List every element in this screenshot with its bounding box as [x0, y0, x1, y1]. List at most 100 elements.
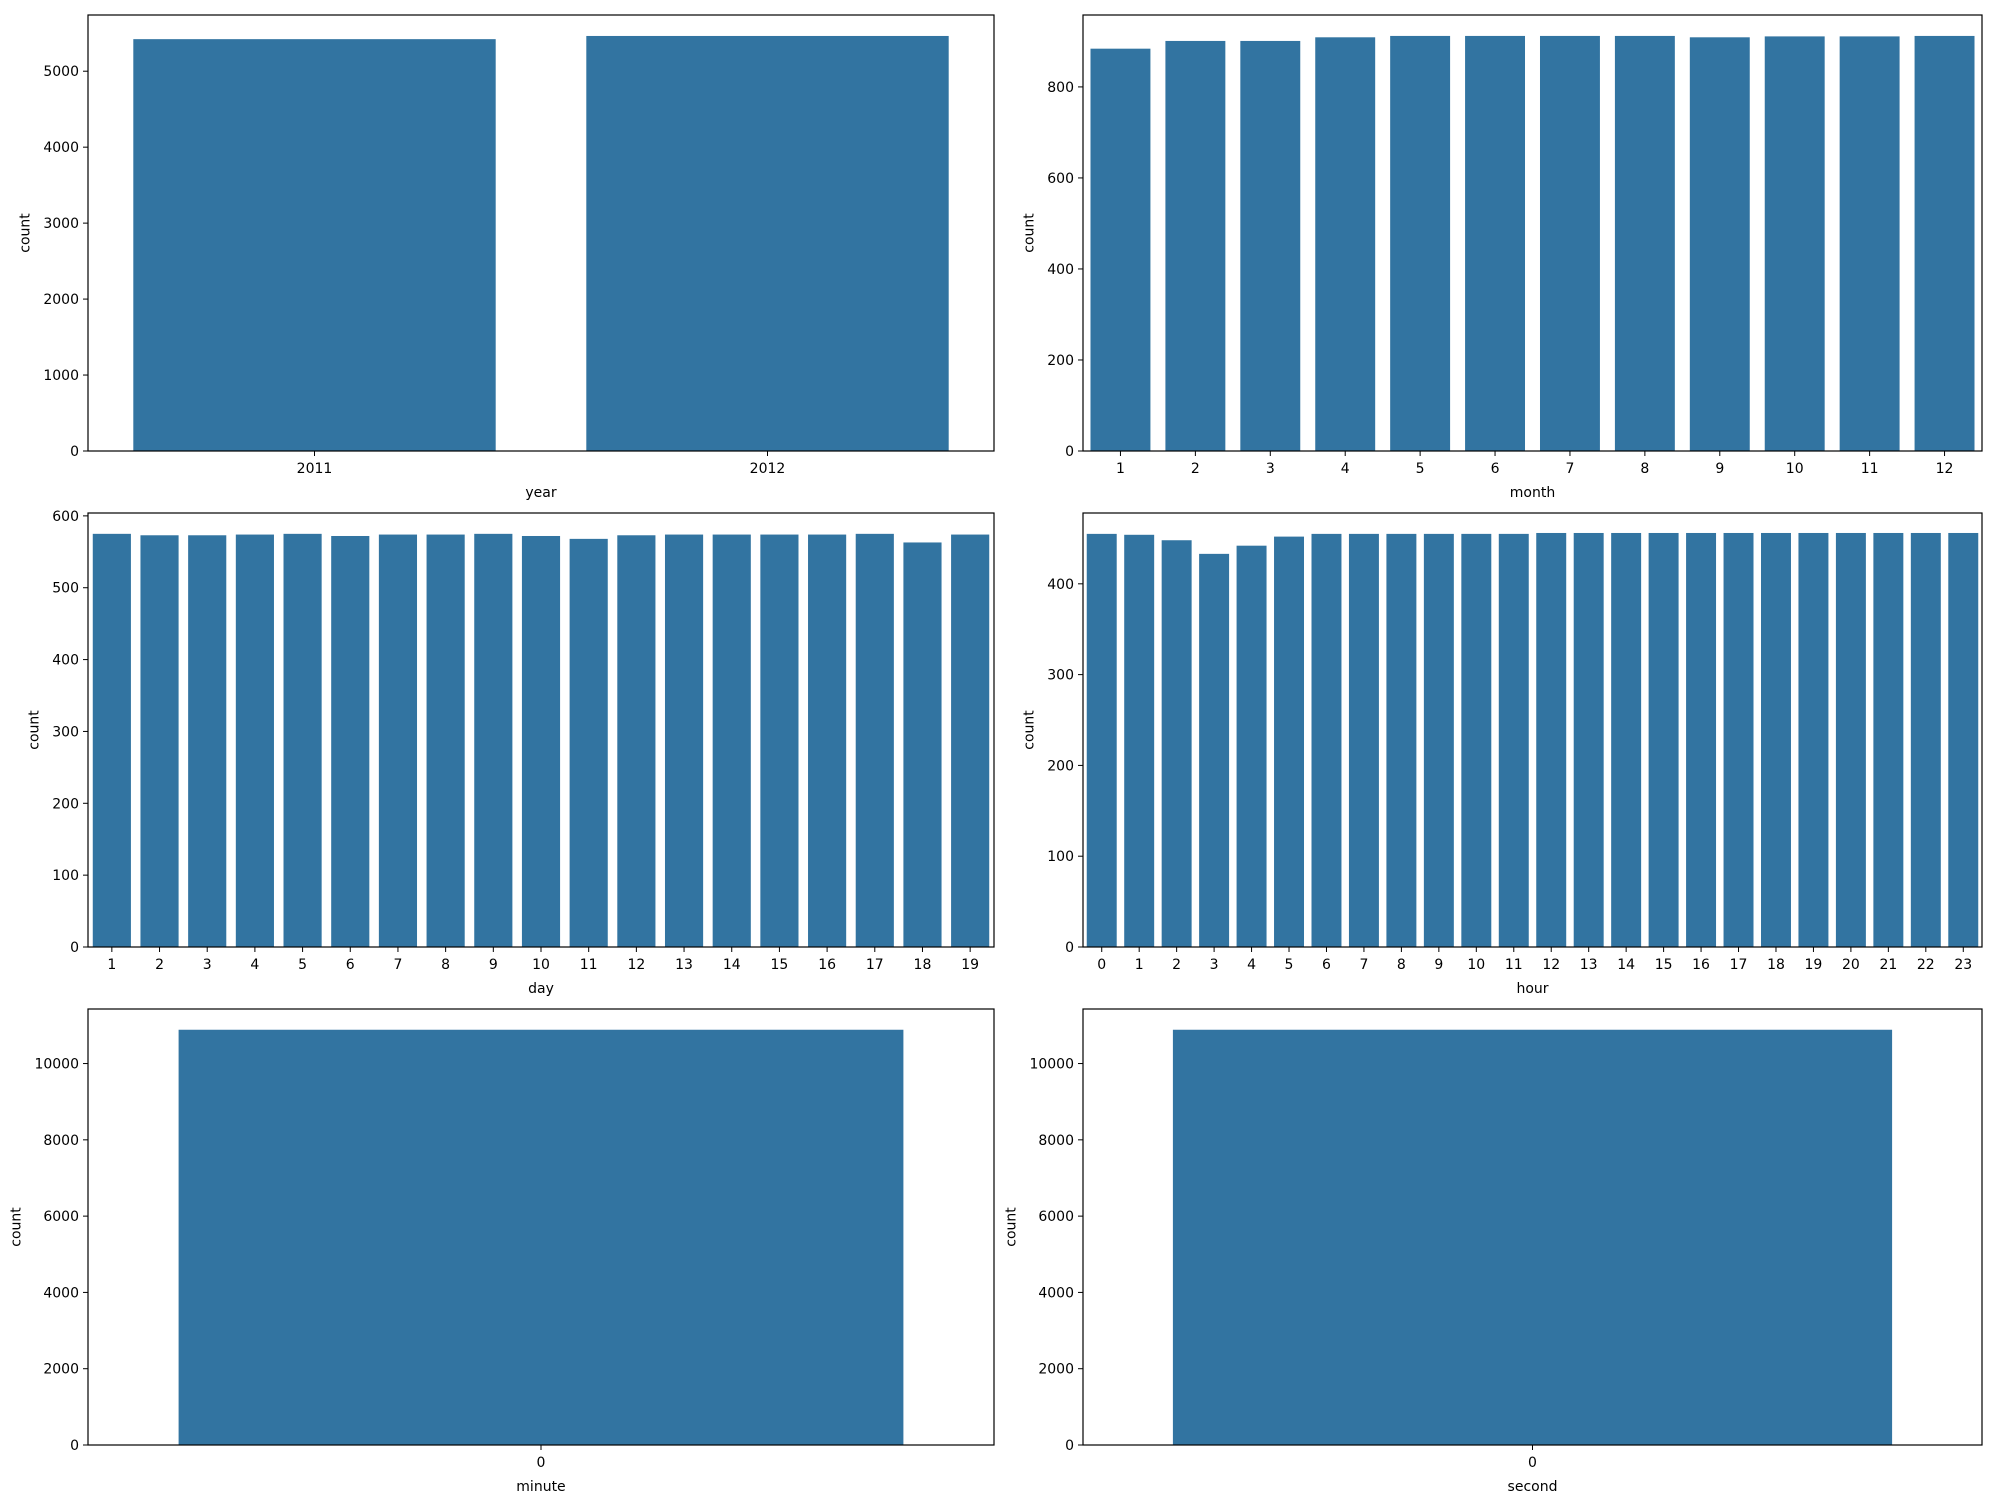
x-tick-label: 18: [1767, 957, 1785, 973]
y-tick-label: 2000: [43, 1362, 79, 1378]
bar-day-10: [521, 535, 561, 947]
y-axis-label: count: [1021, 213, 1037, 253]
x-tick-label: 10: [532, 957, 550, 973]
bar-day-6: [331, 535, 370, 947]
bar-hour-16: [1686, 532, 1717, 947]
x-tick-label: 6: [1322, 957, 1331, 973]
bar-day-9: [474, 533, 513, 947]
x-tick-label: 3: [1210, 957, 1219, 973]
bar-month-8: [1614, 35, 1675, 452]
x-tick-label: 10: [1467, 957, 1485, 973]
y-tick-label: 0: [1065, 1438, 1074, 1454]
x-tick-label: 5: [1285, 957, 1294, 973]
x-tick-label: 16: [818, 957, 836, 973]
bar-month-11: [1839, 36, 1900, 452]
x-tick-label: 22: [1917, 957, 1935, 973]
x-tick-label: 3: [203, 957, 212, 973]
bar-year-2012: [586, 35, 949, 451]
y-tick-label: 0: [1065, 444, 1074, 460]
y-tick-label: 10000: [1029, 1057, 1074, 1073]
y-tick-label: 200: [1047, 758, 1074, 774]
bar-hour-3: [1199, 553, 1230, 947]
bar-hour-20: [1835, 532, 1866, 947]
y-tick-label: 400: [52, 653, 79, 669]
x-tick-label: 0: [1097, 957, 1106, 973]
x-tick-label: 4: [1247, 957, 1256, 973]
x-axis-label: year: [525, 485, 556, 501]
x-tick-label: 12: [1542, 957, 1560, 973]
x-tick-label: 3: [1266, 461, 1275, 477]
bar-hour-4: [1236, 545, 1267, 947]
x-tick-label: 23: [1954, 957, 1972, 973]
y-tick-label: 2000: [43, 292, 79, 308]
bar-hour-8: [1386, 533, 1417, 947]
x-tick-label: 17: [1730, 957, 1748, 973]
bar-month-3: [1240, 40, 1301, 452]
y-tick-label: 800: [1047, 80, 1074, 96]
bar-month-7: [1539, 35, 1600, 452]
bar-minute-0: [178, 1029, 904, 1445]
bar-day-17: [855, 533, 894, 947]
bar-hour-15: [1648, 532, 1679, 947]
y-axis-label: count: [26, 710, 42, 750]
y-tick-label: 600: [1047, 171, 1074, 187]
x-axis-label: minute: [516, 1479, 565, 1495]
x-tick-label: 19: [1805, 957, 1823, 973]
bar-day-12: [617, 535, 656, 947]
y-tick-label: 8000: [1038, 1133, 1074, 1149]
chart-panel-month: 1 2 3 4 5 6 7 8 9 10 11 12 0 200 400 600 800 month count: [1021, 14, 1983, 501]
bar-year-2011: [133, 39, 496, 452]
y-tick-label: 10000: [34, 1057, 79, 1073]
x-tick-label: 4: [250, 957, 259, 973]
x-tick-label: 1: [1116, 461, 1125, 477]
bar-month-12: [1914, 35, 1975, 452]
x-tick-label: 7: [1359, 957, 1368, 973]
x-tick-label: 14: [723, 957, 741, 973]
y-tick-label: 300: [1047, 668, 1074, 684]
chart-svg-minute: 0 0 2000 4000 6000 8000 10000 minute count: [9, 1008, 995, 1495]
x-tick-label: 18: [914, 957, 932, 973]
y-tick-label: 4000: [1038, 1285, 1074, 1301]
bar-hour-7: [1348, 533, 1379, 947]
x-tick-label: 1: [1135, 957, 1144, 973]
chart-panel-hour: 0 1 2 3 4 5 6 7 8 9 10 11 12 13 14 15 16 17 18 19 20 21 22 23 0 1…: [1021, 512, 1983, 997]
x-tick-label: 6: [346, 957, 355, 973]
y-tick-label: 100: [1047, 849, 1074, 865]
x-tick-label: 16: [1692, 957, 1710, 973]
x-tick-label: 2: [1172, 957, 1181, 973]
x-tick-label: 9: [1715, 461, 1724, 477]
bar-month-4: [1315, 37, 1376, 451]
axes-frame: [1082, 512, 1983, 948]
x-axis-label: hour: [1516, 981, 1548, 997]
x-tick-label: 0: [537, 1455, 546, 1471]
bar-day-11: [569, 538, 608, 947]
bar-hour-11: [1498, 533, 1529, 947]
y-tick-label: 5000: [43, 64, 79, 80]
chart-svg-hour: 0 1 2 3 4 5 6 7 8 9 10 11 12 13 14 15 16 17 18 19 20 21 22 2301…: [1021, 512, 1983, 997]
y-tick-label: 600: [52, 509, 79, 525]
x-tick-label: 2012: [750, 461, 786, 477]
x-tick-label: 7: [1565, 461, 1574, 477]
x-tick-label: 14: [1617, 957, 1635, 973]
x-axis-label: second: [1508, 1479, 1558, 1495]
x-tick-label: 15: [1655, 957, 1673, 973]
y-tick-label: 0: [70, 1438, 79, 1454]
axes-frame: [87, 14, 995, 452]
y-tick-label: 0: [70, 940, 79, 956]
y-tick-label: 400: [1047, 577, 1074, 593]
y-tick-label: 8000: [43, 1133, 79, 1149]
y-tick-label: 400: [1047, 262, 1074, 278]
chart-panel-second: 0 0 2000 4000 6000 8000 10000 second count: [1004, 1008, 1983, 1495]
bar-month-10: [1764, 36, 1825, 452]
x-axis-label: month: [1510, 485, 1555, 501]
bar-hour-6: [1311, 533, 1342, 947]
bar-day-19: [951, 534, 990, 947]
bar-second-0: [1172, 1029, 1893, 1445]
x-tick-label: 8: [1397, 957, 1406, 973]
bar-hour-13: [1573, 532, 1604, 947]
x-tick-label: 5: [298, 957, 307, 973]
chart-panel-minute: 0 0 2000 4000 6000 8000 10000 minute count: [9, 1008, 995, 1495]
bar-day-8: [426, 534, 465, 947]
